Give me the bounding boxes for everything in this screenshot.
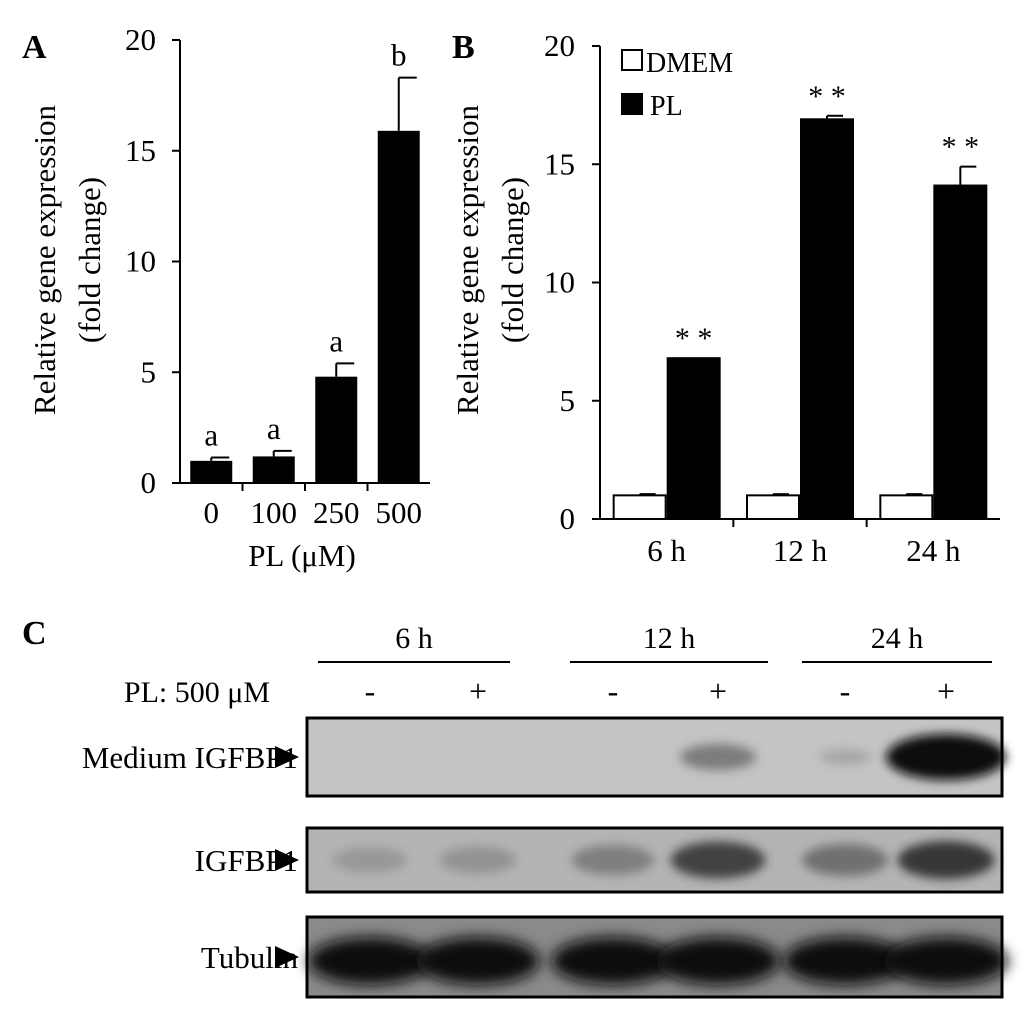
lane-sign: +: [709, 673, 727, 709]
panel-a-bar: [252, 456, 295, 483]
blot-membrane-frame: [305, 716, 1004, 798]
panel-b-ylabel-line1: Relative gene expression: [450, 105, 485, 415]
panel-a-xtick-label: 250: [313, 495, 360, 530]
blot-band: [656, 937, 780, 985]
panel-b-bar-pl: [666, 357, 721, 520]
panel-b-annotation: * *: [675, 322, 713, 355]
lane-sign: -: [840, 673, 851, 709]
panel-b-xtick-label: 6 h: [647, 533, 686, 568]
panel-a-ytick-label: 5: [141, 354, 157, 389]
panel-a-ylabel-line1: Relative gene expression: [27, 105, 62, 415]
lane-sign: +: [469, 673, 487, 709]
panel-a-bar: [190, 460, 233, 483]
blot-band: [783, 937, 907, 985]
panel-a-ytick-label: 10: [125, 244, 156, 279]
panel-b-ytick-label: 15: [544, 146, 575, 181]
panel-c-label: C: [22, 615, 47, 652]
blot-band: [571, 845, 655, 875]
panel-b-xtick-label: 24 h: [906, 533, 961, 568]
blot-row: Medium IGFBP1: [82, 716, 1006, 798]
lane-sign: +: [937, 673, 955, 709]
blot-row-label: Medium IGFBP1: [82, 740, 298, 775]
panel-a-xtick-label: 100: [251, 495, 298, 530]
panel-b-annotation: * *: [808, 80, 846, 113]
panel-a-bar: [377, 130, 420, 483]
panel-a-bar: [315, 376, 358, 483]
legend-swatch-pl: [621, 93, 643, 115]
blot-band: [802, 844, 888, 876]
blot-band: [439, 846, 517, 874]
blot-band: [680, 743, 756, 771]
blot-row-arrow: [275, 946, 299, 968]
blot-header: 6 h 12 h 24 h- + - + - +: [318, 622, 992, 709]
lane-sign: -: [608, 673, 619, 709]
panel-a-axes: 0 5 10 15 20: [125, 22, 430, 500]
panel-b-legend: DMEM PL: [621, 48, 733, 122]
panel-a-xtick-label: 500: [376, 495, 423, 530]
panel-a-ytick-label: 0: [141, 465, 157, 500]
blot-row-arrow: [275, 746, 299, 768]
panel-b: B Relative gene expression (fold change)…: [450, 28, 1000, 568]
panel-a-annotation: b: [391, 38, 407, 73]
panel-b-bars: * * 6 h * * 12 h * * 24 h: [612, 80, 988, 568]
panel-a-xtick-label: 0: [204, 495, 220, 530]
panel-b-bar-dmem: [746, 494, 800, 521]
blot-band: [551, 937, 675, 985]
legend-label-pl: PL: [650, 91, 683, 122]
time-group-label: 12 h: [643, 622, 696, 655]
panel-b-bar-pl: [933, 184, 988, 520]
panel-a: A Relative gene expression (fold change)…: [22, 22, 430, 573]
panel-b-ytick-label: 10: [544, 265, 575, 300]
panel-b-ytick-label: 5: [560, 383, 576, 418]
panel-b-ytick-label: 0: [560, 501, 576, 536]
legend-swatch-dmem: [621, 49, 643, 71]
blot-membrane-frame: [305, 915, 1004, 999]
legend-label-dmem: DMEM: [646, 48, 733, 79]
panel-a-xlabel: PL (μM): [248, 538, 356, 573]
panel-b-bar-dmem: [879, 494, 934, 521]
panel-a-annotation: a: [204, 418, 218, 453]
panel-b-label: B: [452, 29, 475, 66]
blot-band: [886, 734, 1006, 780]
panel-b-bar-dmem: [612, 494, 667, 521]
blot-band: [670, 841, 766, 879]
time-group-label: 6 h: [395, 622, 433, 655]
panel-a-ytick-label: 20: [125, 22, 156, 57]
panel-a-ylabel-line2: (fold change): [72, 177, 107, 343]
panel-a-annotation: a: [267, 411, 281, 446]
blot-rows: Medium IGFBP1 IGFBP1 Tubulin: [82, 716, 1008, 999]
panel-b-xtick-label: 12 h: [773, 533, 828, 568]
panel-b-bar-pl: [800, 118, 854, 520]
panel-a-annotation: a: [329, 323, 343, 358]
blot-row: Tubulin: [201, 915, 1008, 999]
blot-band: [416, 937, 540, 985]
blot-band: [884, 937, 1008, 985]
panel-b-ylabel-line2: (fold change): [495, 177, 530, 343]
panel-a-bars: a 0 a 100 a 250 b 500: [190, 38, 422, 530]
panel-c: C 6 h 12 h 24 h- + - + - + PL: 500 μM Medium IG…: [22, 615, 1008, 999]
blot-band: [897, 841, 995, 879]
blot-row: IGFBP1: [195, 826, 1004, 894]
treatment-label: PL: 500 μM: [124, 676, 270, 709]
panel-b-ytick-label: 20: [544, 28, 575, 63]
blot-band: [819, 749, 871, 765]
panel-a-label: A: [22, 29, 47, 66]
blot-band: [308, 937, 432, 985]
panel-b-axes: 0 5 10 15 20: [544, 28, 1000, 536]
panel-a-ytick-label: 15: [125, 133, 156, 168]
panel-b-annotation: * *: [942, 131, 980, 164]
blot-band: [332, 847, 408, 873]
blot-membrane-frame: [305, 826, 1004, 894]
time-group-label: 24 h: [871, 622, 924, 655]
lane-sign: -: [365, 673, 376, 709]
blot-row-arrow: [275, 849, 299, 871]
